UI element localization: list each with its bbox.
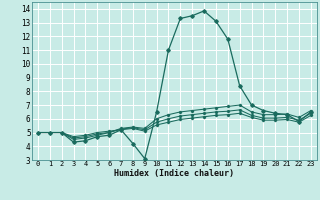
X-axis label: Humidex (Indice chaleur): Humidex (Indice chaleur) [115, 169, 234, 178]
